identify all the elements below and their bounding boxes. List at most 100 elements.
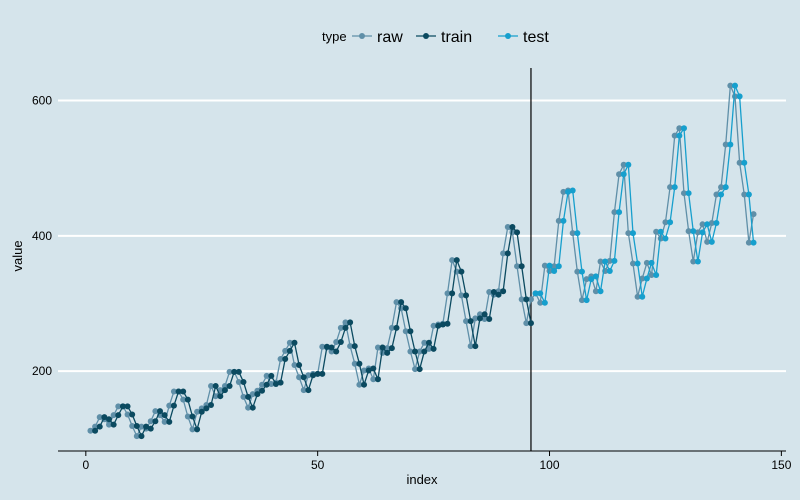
data-point-train-52: [323, 343, 330, 350]
data-point-train-10: [129, 411, 136, 418]
data-point-test-111: [597, 288, 604, 295]
data-point-raw-119: [634, 293, 641, 300]
data-point-raw-11: [133, 433, 140, 440]
data-point-raw-40: [268, 381, 275, 388]
data-point-raw-72: [416, 348, 423, 355]
data-point-raw-69: [402, 328, 409, 335]
x-tick-label-2: 100: [540, 458, 560, 472]
data-point-train-41: [272, 381, 279, 388]
legend-item-raw: raw: [352, 29, 403, 46]
data-point-train-81: [458, 268, 465, 275]
data-point-train-5: [106, 416, 113, 423]
data-point-test-134: [704, 221, 711, 228]
data-point-test-133: [699, 229, 706, 236]
data-point-test-125: [662, 235, 669, 242]
data-point-train-51: [319, 370, 326, 377]
legend-label-train: train: [441, 29, 472, 46]
data-point-raw-141: [736, 159, 743, 166]
data-point-raw-103: [560, 188, 567, 195]
data-point-train-44: [286, 347, 293, 354]
data-point-train-71: [412, 348, 419, 355]
series-layer: [87, 82, 757, 440]
data-point-train-19: [170, 402, 177, 409]
data-point-raw-79: [449, 257, 456, 264]
data-point-train-90: [500, 288, 507, 295]
data-point-test-118: [629, 230, 636, 237]
data-point-raw-87: [486, 288, 493, 295]
data-point-raw-66: [388, 324, 395, 331]
y-axis-ticks: 200 400 600: [32, 93, 52, 378]
data-point-test-135: [708, 238, 715, 245]
data-point-raw-15: [152, 408, 159, 415]
data-point-test-115: [616, 209, 623, 216]
data-point-test-138: [722, 184, 729, 191]
data-point-train-70: [407, 328, 414, 335]
data-point-raw-83: [467, 343, 474, 350]
data-point-test-97: [532, 290, 539, 297]
data-point-test-129: [680, 125, 687, 132]
data-point-raw-129: [680, 190, 687, 197]
data-point-raw-19: [170, 388, 177, 395]
data-point-raw-134: [704, 238, 711, 245]
data-point-train-32: [231, 368, 238, 375]
data-point-raw-44: [286, 339, 293, 346]
data-point-raw-121: [643, 259, 650, 266]
data-point-train-69: [402, 305, 409, 312]
data-point-train-74: [425, 339, 432, 346]
data-point-raw-5: [106, 421, 113, 428]
data-point-raw-3: [96, 414, 103, 421]
legend: type raw train test: [322, 29, 549, 46]
data-point-raw-67: [393, 299, 400, 306]
data-point-train-27: [208, 401, 215, 408]
data-point-train-29: [217, 393, 224, 400]
data-point-test-112: [602, 258, 609, 265]
data-point-raw-130: [685, 228, 692, 235]
data-point-raw-42: [277, 355, 284, 362]
data-point-test-121: [643, 275, 650, 282]
data-point-test-105: [569, 187, 576, 194]
data-point-raw-48: [305, 372, 312, 379]
data-point-raw-70: [407, 348, 414, 355]
data-point-test-120: [639, 293, 646, 300]
data-point-raw-36: [249, 391, 256, 398]
data-point-train-50: [314, 370, 321, 377]
data-point-raw-31: [226, 368, 233, 375]
data-point-test-107: [578, 268, 585, 275]
data-point-raw-33: [235, 378, 242, 385]
data-point-raw-125: [662, 219, 669, 226]
data-point-raw-38: [259, 381, 266, 388]
data-point-train-43: [282, 355, 289, 362]
data-point-train-92: [509, 224, 516, 231]
data-point-raw-82: [463, 318, 470, 325]
data-point-raw-116: [620, 161, 627, 168]
data-point-train-2: [92, 427, 99, 434]
data-point-raw-65: [384, 345, 391, 352]
data-point-raw-6: [110, 412, 117, 419]
data-point-train-26: [203, 405, 210, 412]
data-point-raw-139: [727, 82, 734, 89]
data-point-train-4: [101, 414, 108, 421]
y-tick-label-0: 200: [32, 364, 52, 378]
data-point-raw-120: [639, 275, 646, 282]
data-point-raw-114: [611, 209, 618, 216]
x-tick-label-1: 50: [311, 458, 325, 472]
data-point-raw-17: [161, 418, 168, 425]
y-tick-label-1: 400: [32, 229, 52, 243]
data-point-train-7: [115, 412, 122, 419]
data-point-train-49: [310, 372, 317, 379]
data-point-train-25: [198, 408, 205, 415]
data-point-test-142: [741, 159, 748, 166]
data-point-train-21: [180, 388, 187, 395]
data-point-test-108: [583, 297, 590, 304]
data-point-train-14: [147, 425, 154, 432]
data-point-raw-117: [625, 230, 632, 237]
data-point-raw-54: [333, 339, 340, 346]
data-point-train-9: [124, 403, 131, 410]
data-point-raw-10: [129, 422, 136, 429]
data-point-raw-24: [194, 408, 201, 415]
data-point-raw-99: [541, 262, 548, 269]
data-point-test-122: [648, 259, 655, 266]
data-point-test-101: [551, 268, 558, 274]
data-point-test-124: [657, 228, 664, 235]
